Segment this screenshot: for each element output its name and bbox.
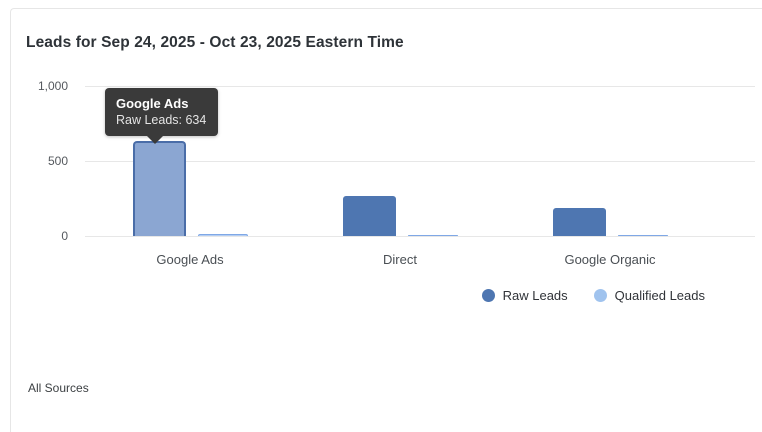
bar-group-google-organic bbox=[505, 86, 715, 236]
y-axis: 0 500 1,000 bbox=[10, 79, 68, 243]
bar-raw-leads-direct[interactable] bbox=[342, 195, 396, 236]
legend-swatch-raw-leads-icon bbox=[481, 288, 495, 302]
legend-label: Raw Leads bbox=[502, 287, 568, 303]
x-axis-label-google-organic: Google Organic bbox=[564, 252, 656, 267]
y-axis-label: 500 bbox=[47, 154, 68, 168]
gridlines bbox=[85, 86, 755, 237]
gridline bbox=[85, 161, 755, 162]
bar-group-direct bbox=[295, 86, 505, 236]
legend-item-qualified-leads[interactable]: Qualified Leads bbox=[593, 287, 705, 303]
tooltip: Google Ads Raw Leads: 634 bbox=[105, 88, 219, 144]
bar-qualified-leads-google-ads[interactable] bbox=[197, 233, 248, 236]
y-axis-label: 1,000 bbox=[37, 79, 68, 93]
y-axis-label: 0 bbox=[61, 229, 68, 243]
legend-label: Qualified Leads bbox=[614, 287, 705, 303]
bar-raw-leads-google-ads[interactable] bbox=[132, 140, 186, 236]
x-axis-label-direct: Direct bbox=[383, 252, 417, 267]
tooltip-value: Raw Leads: 634 bbox=[116, 113, 207, 127]
legend-item-raw-leads[interactable]: Raw Leads bbox=[481, 287, 568, 303]
bar-groups bbox=[85, 86, 715, 236]
bar-qualified-leads-direct[interactable] bbox=[407, 234, 458, 236]
bar-raw-leads-google-organic[interactable] bbox=[552, 207, 606, 236]
legend-swatch-qualified-leads-icon bbox=[593, 288, 607, 302]
chart-title: Leads for Sep 24, 2025 - Oct 23, 2025 Ea… bbox=[26, 34, 404, 52]
bar-qualified-leads-google-organic[interactable] bbox=[617, 234, 668, 236]
x-axis: Google Ads Direct Google Organic bbox=[85, 252, 715, 267]
legend: Raw Leads Qualified Leads bbox=[481, 287, 705, 303]
source-filter-label: All Sources bbox=[28, 381, 89, 395]
x-axis-label-google-ads: Google Ads bbox=[156, 252, 224, 267]
gridline bbox=[85, 86, 755, 87]
gridline bbox=[85, 236, 755, 237]
tooltip-title: Google Ads bbox=[116, 96, 189, 111]
bar-group-google-ads bbox=[85, 86, 295, 236]
